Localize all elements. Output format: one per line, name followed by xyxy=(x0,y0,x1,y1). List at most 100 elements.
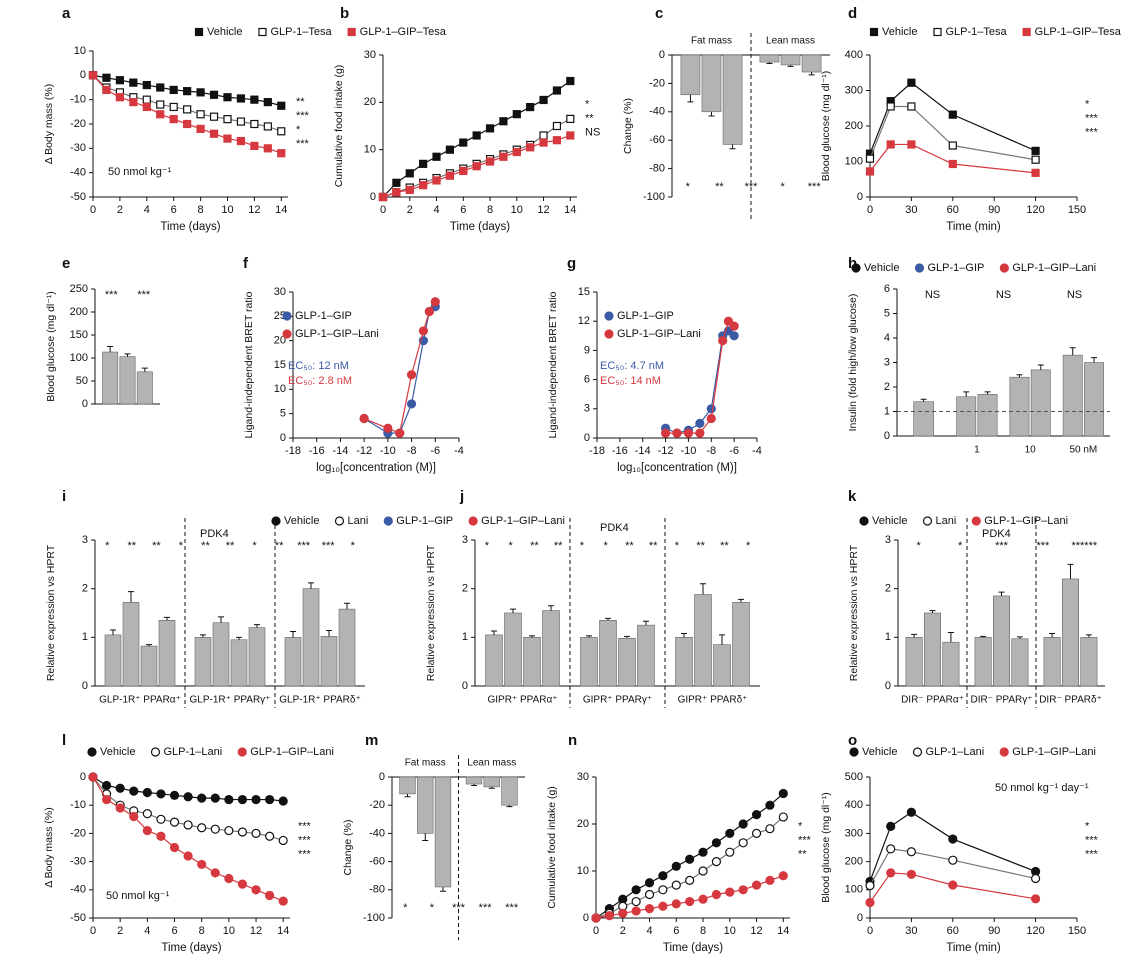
legend-label: GLP-1–Lani xyxy=(163,746,222,758)
x-tick-label: 6 xyxy=(673,925,679,937)
panel-letter: b xyxy=(340,5,349,22)
y-tick-label: 200 xyxy=(845,856,863,868)
category-label: GLP-1R⁺ PPARα⁺ xyxy=(99,695,181,706)
x-tick-label: 0 xyxy=(593,925,599,937)
y-tick-label: -10 xyxy=(70,94,86,106)
significance: ****** xyxy=(1071,540,1097,552)
marker xyxy=(865,880,875,891)
marker xyxy=(88,772,98,782)
y-axis-label: Blood glucose (mg dl⁻¹) xyxy=(820,71,832,182)
x-tick-label: -12 xyxy=(658,445,674,457)
error-bar xyxy=(236,636,242,640)
marker xyxy=(906,847,917,857)
x-axis-label: Time (days) xyxy=(663,942,723,954)
significance: *** xyxy=(297,540,311,552)
bar xyxy=(194,637,212,687)
y-tick-label: 0 xyxy=(80,69,86,81)
significance: * xyxy=(686,181,691,193)
marker xyxy=(236,94,246,103)
error-bar xyxy=(1049,632,1056,638)
y-tick-label: 3 xyxy=(885,534,891,546)
x-tick-label: -8 xyxy=(706,445,716,457)
error-bar xyxy=(124,353,131,357)
marker xyxy=(102,73,111,82)
marker xyxy=(419,159,428,168)
y-tick-label: 100 xyxy=(70,352,88,364)
x-tick-label: 60 xyxy=(947,925,959,937)
note: PDK4 xyxy=(200,528,229,540)
marker xyxy=(604,911,614,921)
error-bar xyxy=(624,635,630,639)
bar xyxy=(992,595,1010,687)
y-tick-label: -60 xyxy=(649,134,665,146)
legend-label: Vehicle xyxy=(284,515,319,527)
marker xyxy=(472,162,481,171)
error-bar xyxy=(1069,347,1076,356)
bar xyxy=(104,634,122,687)
y-tick-label: 0 xyxy=(884,430,890,442)
marker xyxy=(392,188,401,197)
y-tick-label: 5 xyxy=(280,408,286,420)
marker xyxy=(197,793,207,803)
marker xyxy=(224,794,234,805)
x-tick-label: 0 xyxy=(90,925,96,937)
y-tick-label: 200 xyxy=(70,306,88,318)
bar xyxy=(580,637,598,687)
panel-letter: a xyxy=(62,5,71,22)
series-line xyxy=(665,330,735,434)
significance: ** xyxy=(625,540,634,552)
marker xyxy=(948,141,957,150)
bar xyxy=(119,356,136,405)
y-tick-label: 5 xyxy=(884,307,890,319)
legend-label: GLP-1–GIP–Lani xyxy=(295,328,379,340)
marker xyxy=(236,117,246,126)
bar xyxy=(158,619,176,687)
x-tick-label: -18 xyxy=(285,445,301,457)
y-tick-label: 9 xyxy=(584,344,590,356)
marker xyxy=(711,838,722,848)
legend-label: Vehicle xyxy=(100,746,135,758)
x-axis-label: log₁₀[concentration (M)] xyxy=(617,462,737,474)
marker xyxy=(424,306,434,317)
error-bar xyxy=(681,632,687,638)
x-tick-label: 4 xyxy=(646,925,652,937)
category-label: Lean mass xyxy=(467,758,516,769)
marker xyxy=(683,428,694,438)
significance: * xyxy=(958,540,963,552)
bar xyxy=(483,776,500,788)
marker xyxy=(660,428,671,438)
x-tick-label: -6 xyxy=(430,445,440,457)
marker xyxy=(631,896,641,907)
significance: ** xyxy=(798,848,807,860)
x-tick-label: -4 xyxy=(454,445,464,457)
category-label: 10 xyxy=(1025,445,1037,456)
marker xyxy=(1031,168,1040,177)
marker xyxy=(907,140,916,149)
error-bar xyxy=(963,391,970,397)
marker xyxy=(142,787,152,798)
error-bar xyxy=(929,610,936,613)
x-tick-label: 12 xyxy=(750,925,762,937)
marker xyxy=(258,27,267,37)
marker xyxy=(865,167,875,176)
category-label: GIPR⁺ PPARδ⁺ xyxy=(678,695,748,706)
marker xyxy=(419,181,428,190)
marker xyxy=(406,370,417,380)
panel-letter: k xyxy=(848,488,857,505)
error-bar xyxy=(439,886,446,892)
error-bar xyxy=(404,793,411,798)
y-tick-label: 1 xyxy=(462,631,468,643)
bar xyxy=(320,636,338,687)
significance: NS xyxy=(996,289,1011,301)
marker xyxy=(278,835,288,846)
error-bar xyxy=(548,605,554,611)
marker xyxy=(383,516,393,526)
bar xyxy=(284,637,302,687)
series-line xyxy=(363,301,436,434)
error-bar xyxy=(128,591,134,603)
y-tick-label: 2 xyxy=(82,583,88,595)
marker xyxy=(251,828,261,839)
y-tick-label: 15 xyxy=(274,359,286,371)
